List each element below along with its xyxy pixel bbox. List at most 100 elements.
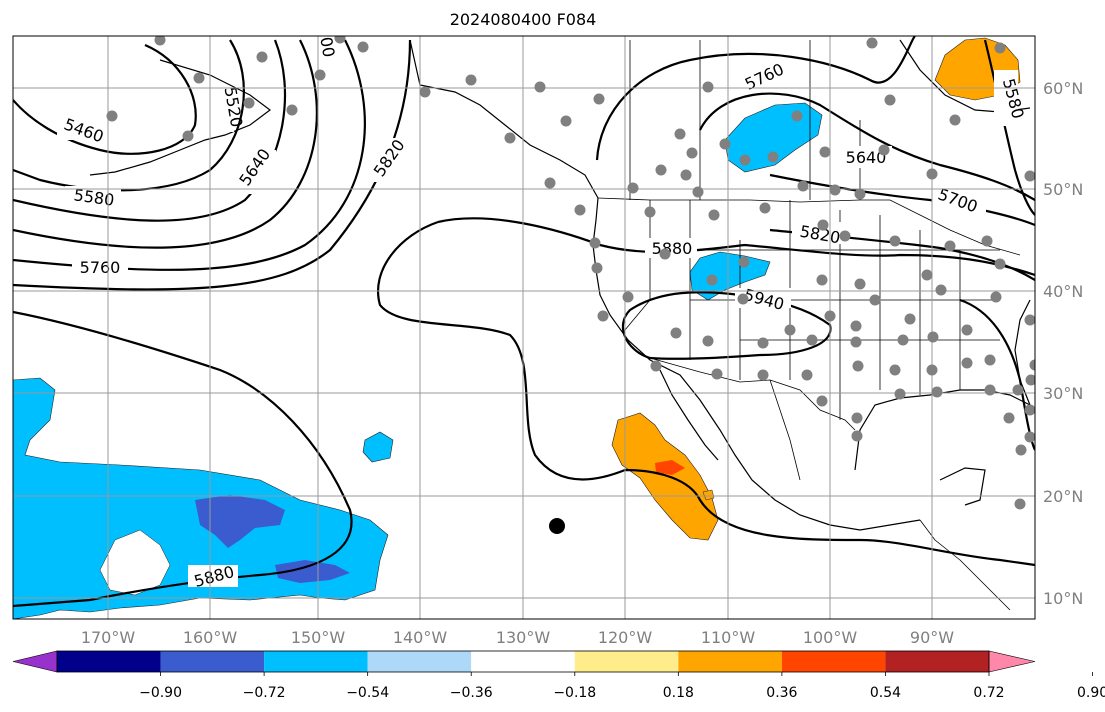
station-dot [1014,498,1026,510]
contour-5880-loop [377,220,1035,567]
east-coast [1014,299,1031,406]
longitude-labels: 170°W 160°W 150°W 140°W 130°W 120°W 110°W 100°W… [81,628,954,647]
longitude-label: 90°W [910,628,954,647]
station-dot [926,168,938,180]
mexico-orange-area [611,412,719,541]
colorbar-bin [367,651,472,672]
height-contours [13,36,1035,608]
label-bg [738,62,792,90]
label-bg [312,36,330,60]
colorbar-tick-labels: −0.90 −0.72 −0.54 −0.36 −0.18 0.18 0.36 0.54 0.7… [139,672,1105,701]
station-dot [357,41,369,53]
station-dot [850,336,862,348]
station-dot [711,368,723,380]
contour-label-5760: 5760 [80,258,121,277]
station-dot [829,184,841,196]
colorbar [12,650,1036,673]
station-dot [759,202,771,214]
mexico-state-1 [769,379,801,481]
station-dot [961,357,973,369]
contour-5640-ne [699,92,1035,201]
station-dot [622,291,634,303]
station-dot [757,337,769,349]
label-bg [994,70,1018,126]
station-dot [627,182,639,194]
station-dot [869,294,881,306]
station-dot [1003,412,1015,424]
colorbar-bin [678,651,782,672]
map-frame [12,35,1036,620]
colorbar-bin [574,651,679,672]
colorbar-tick-label: 0.72 [973,685,1004,701]
station-dot [193,72,205,84]
station-dot [674,128,686,140]
station-dot [106,110,118,122]
contour-5700-ne [769,173,1035,227]
hawaii-purple-core [195,495,285,548]
colorbar-extend-max [988,650,1036,673]
station-dot [984,354,996,366]
station-dot [854,278,866,290]
label-bg [65,186,121,208]
contour-5640 [13,39,318,249]
station-dot [927,331,939,343]
station-dot [504,132,516,144]
pacific-inner-white [99,529,171,596]
station-dot [534,81,546,93]
colorbar-tick-label: −0.72 [243,685,286,701]
colorbar-frame [56,650,990,673]
station-dot [692,186,704,198]
colorbar-tick-label: 0.54 [870,685,901,701]
station-dot [1025,374,1035,386]
station-dot [791,110,803,122]
station-dot [1012,384,1024,396]
label-bg [232,150,276,194]
station-dot [1024,404,1035,416]
station-dot [1015,444,1027,456]
station-dot [817,219,829,231]
gridlines [13,36,1035,619]
hawaii-purple-south [275,560,350,583]
station-dot [884,94,896,106]
station-dot [981,235,993,247]
label-bg [645,238,697,258]
station-dot [737,293,749,305]
station-dot [739,154,751,166]
station-dot [650,360,662,372]
station-dot [574,204,586,216]
alaska-panhandle-coast [409,39,599,199]
station-dot [719,138,731,150]
us-mexico-border [649,357,856,431]
station-dot [994,42,1006,54]
station-dot [1024,314,1035,326]
station-dot [767,151,779,163]
station-dot [990,291,1002,303]
colorbar-tick-label: 0.18 [663,685,694,701]
station-dot [256,51,268,63]
station-dot [852,360,864,372]
station-dot [589,237,601,249]
small-blue-blob [362,431,394,463]
station-dot [839,230,851,242]
station-dot [286,104,298,116]
latitude-label: 40°N [1043,282,1083,301]
contour-label-5880-c: 5880 [652,239,693,258]
colorbar-bin [781,651,886,672]
orange-speck [702,489,715,501]
latitude-label: 20°N [1043,487,1083,506]
station-dot [419,86,431,98]
colorbar-bin [264,651,368,672]
contour-5580 [13,39,287,222]
contour-5460 [13,43,197,155]
station-dot [944,240,956,252]
station-dot [314,69,326,81]
station-dot [182,130,194,142]
station-dot [904,313,916,325]
station-dot [544,177,556,189]
negative-anomaly-fills [13,102,823,619]
contour-label-00: 00 [316,35,338,58]
label-bg [368,138,412,182]
map-panel: 5460 5520 5580 5640 5760 5820 5880 5880 … [12,35,1036,620]
colorbar-tick-label: −0.18 [553,685,596,701]
